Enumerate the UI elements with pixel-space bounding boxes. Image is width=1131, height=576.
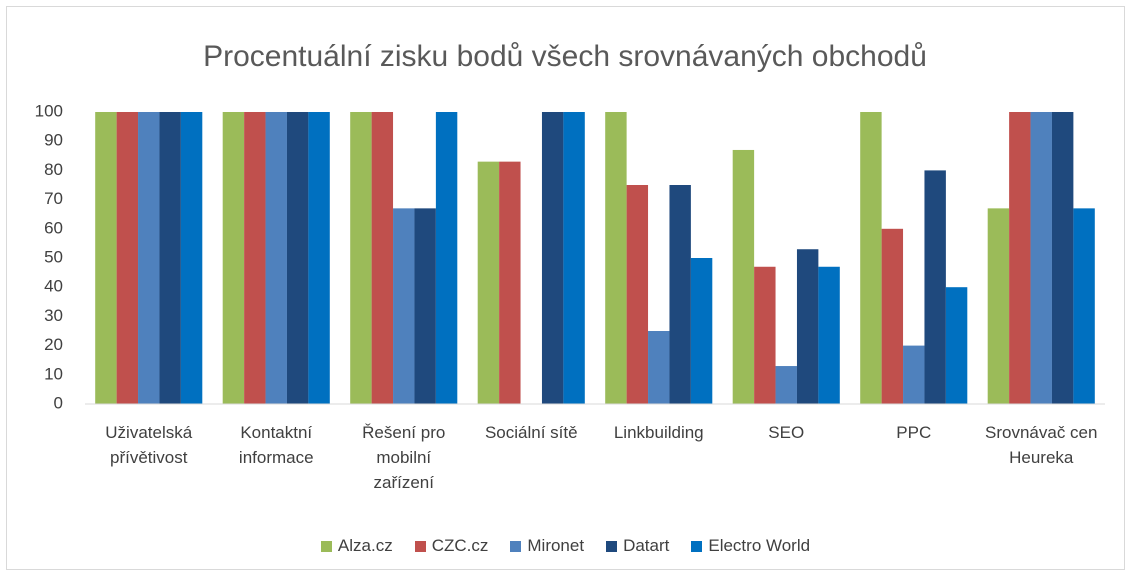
y-tick-label: 40 (44, 277, 63, 296)
bar (1073, 208, 1095, 404)
x-tick-label: Srovnávač cen Heureka (985, 423, 1098, 467)
legend-item: Mironet (510, 536, 584, 556)
y-tick-label: 20 (44, 335, 63, 354)
bar (222, 112, 245, 404)
bar (159, 112, 181, 404)
y-tick-label: 30 (44, 306, 63, 325)
bar (669, 185, 691, 404)
bar (881, 228, 904, 404)
bar (541, 112, 564, 404)
legend-swatch (414, 540, 426, 552)
legend-item: Datart (606, 536, 669, 556)
bar (414, 208, 436, 404)
bar (626, 185, 649, 404)
bar (371, 112, 394, 404)
y-tick-label: 10 (44, 364, 63, 383)
legend-swatch (320, 540, 332, 552)
x-tick-label: SEO (768, 423, 805, 442)
legend-swatch (510, 540, 522, 552)
bar (138, 112, 160, 404)
legend: Alza.cz CZC.cz Mironet Datart Electro World (0, 536, 1131, 556)
bar (499, 161, 521, 404)
legend-item: Alza.cz (320, 536, 393, 556)
x-tick-label: Sociální sítě (484, 423, 578, 442)
bar (286, 112, 309, 404)
bar (987, 208, 1010, 404)
y-tick-label: 0 (54, 393, 63, 412)
bar (690, 258, 713, 404)
bar (116, 112, 139, 404)
x-tick-label: PPC (896, 423, 932, 442)
legend-label: Datart (623, 536, 670, 555)
y-tick-label: 50 (44, 247, 63, 266)
bar (648, 331, 670, 404)
x-tick-label: Kontaktní informace (238, 423, 314, 467)
y-tick-label: 90 (44, 131, 63, 150)
y-tick-label: 80 (44, 160, 63, 179)
x-tick-label: Uživatelská přívětivost (105, 423, 193, 467)
bar (605, 112, 627, 404)
bar (754, 266, 776, 404)
legend-swatch (606, 540, 618, 552)
legend-item: CZC.cz (414, 536, 489, 556)
bar (1009, 112, 1031, 404)
bar (818, 266, 840, 404)
bar (1030, 112, 1052, 404)
x-tick-label: Řešení pro mobilní zařízení (362, 423, 446, 492)
bar (775, 366, 797, 404)
legend-label: Electro World (708, 536, 811, 555)
bar (393, 208, 415, 404)
y-tick-label: 100 (35, 101, 63, 120)
bar (924, 170, 946, 404)
bar (244, 112, 266, 404)
bar (95, 112, 117, 404)
bar (860, 112, 882, 404)
legend-label: CZC.cz (431, 536, 489, 555)
y-tick-label: 60 (44, 218, 63, 237)
bar (903, 345, 925, 404)
bar (308, 112, 330, 404)
legend-swatch (691, 540, 703, 552)
chart-title: Procentuální zisku bodů všech srovnávaný… (203, 40, 927, 73)
bar (732, 149, 755, 404)
bar (435, 112, 458, 404)
y-tick-label: 70 (44, 189, 63, 208)
bar (180, 112, 203, 404)
legend-item: Electro World (691, 536, 810, 556)
bar (265, 112, 287, 404)
legend-label: Alza.cz (337, 536, 393, 555)
x-tick-label: Linkbuilding (613, 423, 704, 442)
bar (1051, 112, 1074, 404)
bar (796, 249, 819, 404)
bar (563, 112, 585, 404)
bar (350, 112, 372, 404)
bar (945, 287, 968, 404)
legend-label: Mironet (527, 536, 585, 555)
bar (477, 161, 500, 404)
